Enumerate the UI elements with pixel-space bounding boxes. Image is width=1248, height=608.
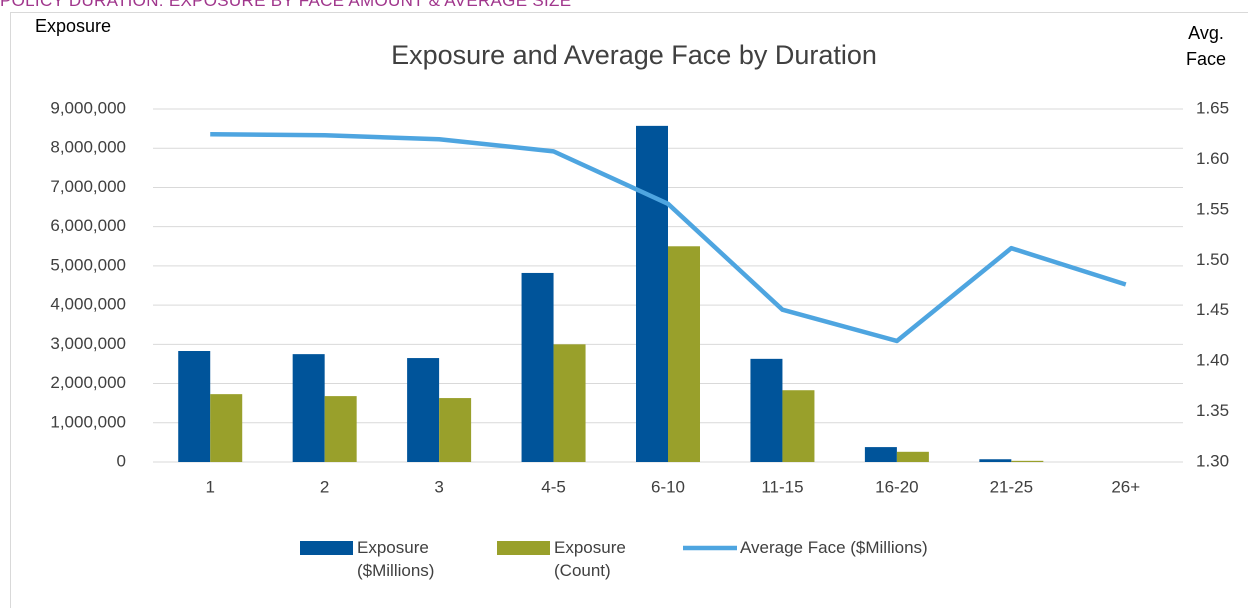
x-tick-label: 21-25 [990, 477, 1033, 496]
x-tick-label: 4-5 [541, 477, 566, 496]
y-axis-label: Exposure [35, 16, 112, 36]
x-tick-label: 3 [434, 477, 443, 496]
y-tick-label: 6,000,000 [50, 216, 126, 235]
bar [979, 459, 1012, 462]
x-tick-label: 6-10 [651, 477, 685, 496]
legend-swatch [497, 541, 550, 555]
bar [521, 272, 554, 462]
y-tick-label: 8,000,000 [50, 138, 126, 157]
bar [668, 246, 700, 462]
x-tick-label: 2 [320, 477, 329, 496]
y2-tick-label: 1.65 [1196, 98, 1229, 117]
y-tick-label: 7,000,000 [50, 177, 126, 196]
bar [292, 354, 325, 462]
y2-tick-label: 1.55 [1196, 199, 1229, 218]
bar [324, 396, 357, 462]
page-header: POLICY DURATION: EXPOSURE BY FACE AMOUNT… [0, 0, 572, 10]
bar [553, 344, 586, 462]
y2-tick-label: 1.50 [1196, 250, 1229, 269]
y-tick-label: 2,000,000 [50, 373, 126, 392]
legend-label: Exposure ($Millions) [357, 538, 435, 580]
bar [782, 390, 815, 462]
y2-tick-label: 1.35 [1196, 401, 1229, 420]
bar [864, 447, 897, 462]
bar [636, 125, 668, 463]
chart-title: Exposure and Average Face by Duration [391, 40, 877, 70]
legend-label: Exposure (Count) [554, 538, 626, 580]
y2-tick-label: 1.60 [1196, 149, 1229, 168]
y-tick-label: 4,000,000 [50, 295, 126, 314]
y-tick-label: 9,000,000 [50, 98, 126, 117]
x-tick-label: 11-15 [761, 477, 803, 496]
y2-tick-label: 1.40 [1196, 351, 1229, 370]
y-tick-label: 5,000,000 [50, 255, 126, 274]
x-tick-label: 16-20 [875, 477, 918, 496]
legend-swatch [300, 541, 353, 555]
line [210, 131, 1127, 344]
y2-tick-label: 1.45 [1196, 300, 1229, 319]
chart-frame [10, 12, 1248, 608]
bar [178, 351, 211, 462]
bar [439, 398, 472, 462]
bar [407, 358, 440, 462]
y-tick-label: 3,000,000 [50, 334, 126, 353]
y2-tick-label: 1.30 [1196, 451, 1229, 470]
x-tick-label: 26+ [1111, 477, 1140, 496]
y-tick-label: 0 [117, 451, 126, 470]
y2-axis-label: Avg. Face [1185, 23, 1227, 69]
bar [750, 358, 783, 462]
bar [896, 451, 929, 462]
y-tick-label: 1,000,000 [50, 412, 126, 431]
bar [210, 394, 243, 462]
x-tick-label: 1 [205, 477, 214, 496]
legend-label: Average Face ($Millions) [740, 538, 928, 557]
bar [1011, 460, 1044, 462]
